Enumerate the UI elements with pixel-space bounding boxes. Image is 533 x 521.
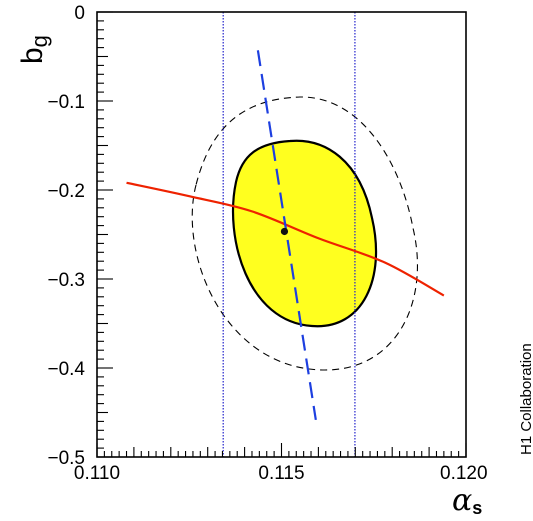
point-layer (280, 227, 289, 236)
series-layer (126, 50, 445, 421)
best-fit-point (280, 227, 289, 236)
x-ticks (96, 443, 467, 457)
x-axis-title-sub: s (472, 498, 482, 518)
y-ticks (97, 11, 113, 458)
svg-text:bg: bg (16, 35, 52, 64)
side-text: H1 Collaboration (518, 343, 533, 455)
y-axis-title: bg (16, 35, 52, 64)
outer-contour (191, 96, 418, 371)
x-axis-title-main: α (452, 483, 472, 518)
y-tick-label-0: 0 (74, 3, 85, 24)
vertical-lines (222, 12, 356, 457)
y-axis-title-sub: g (27, 35, 52, 47)
x-tick-label-0: 0.110 (74, 463, 120, 484)
x-tick-label-1: 0.115 (258, 463, 304, 484)
y-tick-label-5: −0.5 (47, 448, 85, 469)
series-1-line (256, 50, 317, 421)
y-tick-label-3: −0.3 (47, 270, 85, 291)
y-tick-label-1: −0.1 (47, 92, 85, 113)
outer-ellipse (191, 96, 418, 371)
x-axis-title: αs (452, 483, 482, 518)
x-tick-label-2: 0.120 (440, 463, 488, 484)
y-tick-label-4: −0.4 (47, 359, 85, 380)
plot-area (126, 12, 445, 457)
y-axis-title-main: b (16, 47, 49, 64)
y-tick-label-2: −0.2 (47, 181, 85, 202)
